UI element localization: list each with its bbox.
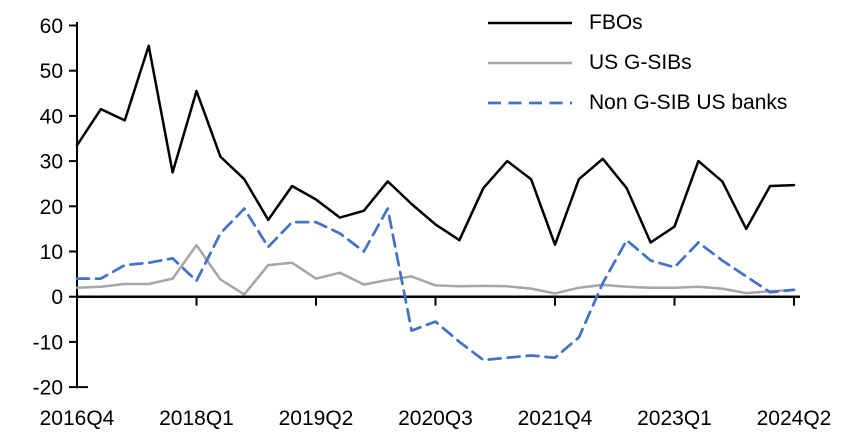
x-tick-label: 2024Q2 — [757, 407, 832, 430]
y-tick-label: 10 — [40, 241, 63, 264]
x-tick-label: 2021Q4 — [518, 407, 593, 430]
x-tick-label: 2020Q3 — [398, 407, 473, 430]
legend-item-fbos: FBOs — [487, 3, 787, 43]
legend-label-non-gsib-us-banks: Non G-SIB US banks — [589, 91, 788, 114]
x-tick-label: 2023Q1 — [637, 407, 712, 430]
y-tick-label: -10 — [33, 331, 63, 354]
series-line-0 — [75, 44, 796, 246]
y-tick-label: 0 — [51, 286, 63, 309]
series-line-1 — [75, 243, 796, 296]
y-tick-label: 40 — [40, 105, 63, 128]
x-tick-label: 2018Q1 — [159, 407, 234, 430]
y-tick-label: 60 — [40, 15, 63, 38]
y-tick-label: -20 — [33, 377, 63, 400]
y-tick-label: 20 — [40, 196, 63, 219]
series-line-2 — [75, 207, 796, 362]
fbos-line-sample-icon — [488, 21, 572, 25]
y-tick-label: 50 — [40, 60, 63, 83]
legend: FBOs US G-SIBs Non G-SIB US banks — [487, 3, 787, 123]
us-gsibs-line-sample-icon — [488, 61, 572, 65]
x-tick-label: 2016Q4 — [40, 407, 115, 430]
legend-item-non-gsib-us-banks: Non G-SIB US banks — [487, 83, 787, 123]
y-tick-label: 30 — [40, 151, 63, 174]
x-tick-label: 2019Q2 — [279, 407, 354, 430]
legend-item-us-gsibs: US G-SIBs — [487, 43, 787, 83]
non-gsib-line-sample-icon — [488, 101, 572, 105]
legend-label-us-gsibs: US G-SIBs — [589, 51, 692, 74]
legend-label-fbos: FBOs — [589, 11, 643, 34]
